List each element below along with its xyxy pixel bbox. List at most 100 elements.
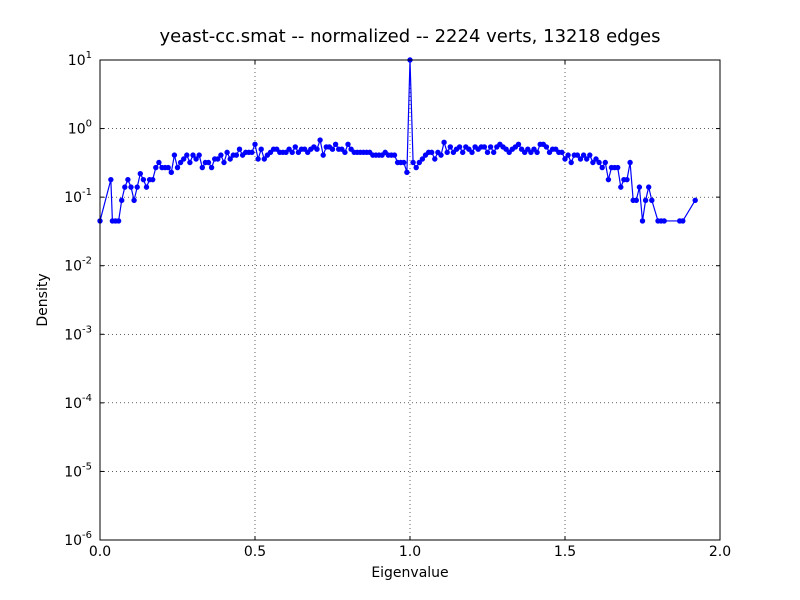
- data-point: [469, 149, 475, 156]
- data-point: [692, 197, 698, 203]
- data-point: [450, 149, 457, 156]
- data-point: [596, 159, 602, 166]
- data-point: [568, 159, 574, 166]
- data-point: [599, 164, 605, 171]
- data-point: [208, 164, 215, 171]
- data-point: [534, 149, 540, 156]
- data-point: [553, 146, 559, 152]
- data-point: [345, 141, 351, 147]
- data-point: [193, 156, 199, 162]
- data-point: [174, 164, 181, 171]
- data-point: [460, 149, 466, 156]
- data-point: [466, 146, 472, 152]
- data-point: [115, 218, 122, 224]
- data-point: [531, 146, 537, 152]
- data-point: [518, 146, 525, 152]
- y-tick-exponent: 0: [86, 119, 92, 130]
- data-point: [143, 184, 150, 190]
- x-tick-label: 0.0: [89, 544, 111, 560]
- data-point: [301, 146, 308, 152]
- data-point: [227, 156, 233, 162]
- y-tick-label: 10-3: [64, 324, 92, 343]
- data-point: [199, 164, 206, 171]
- data-point: [562, 156, 568, 162]
- data-point: [391, 152, 398, 158]
- data-point: [584, 156, 590, 162]
- y-tick-exponent: -1: [82, 187, 92, 198]
- data-point: [286, 146, 292, 152]
- data-point: [283, 149, 289, 156]
- data-point: [267, 149, 274, 156]
- data-point: [187, 159, 193, 166]
- data-point: [342, 149, 348, 156]
- data-point: [258, 146, 264, 152]
- data-point: [329, 146, 336, 152]
- data-point: [108, 176, 114, 183]
- data-point: [295, 149, 302, 156]
- y-tick-base: 10: [68, 53, 86, 69]
- data-point: [559, 149, 565, 156]
- x-axis-label: Eigenvalue: [371, 565, 448, 581]
- x-tick-label: 0.5: [244, 544, 266, 560]
- x-tick-label: 1.5: [554, 544, 576, 560]
- data-point: [255, 156, 261, 162]
- data-point: [401, 159, 407, 166]
- chart-title: yeast-cc.smat -- normalized -- 2224 vert…: [160, 26, 661, 47]
- data-point: [602, 159, 608, 166]
- data-point: [649, 197, 655, 203]
- data-point: [593, 156, 599, 162]
- data-point: [633, 197, 639, 203]
- y-tick-label: 101: [68, 50, 92, 69]
- data-point: [140, 176, 147, 183]
- data-point: [171, 152, 178, 158]
- data-point: [528, 149, 534, 156]
- data-point: [546, 149, 553, 156]
- data-point: [484, 149, 491, 156]
- data-point: [289, 149, 295, 156]
- data-point: [491, 149, 497, 156]
- data-point: [181, 156, 187, 162]
- data-point: [156, 159, 162, 166]
- data-point: [125, 176, 131, 183]
- data-point: [168, 169, 175, 176]
- data-point: [441, 139, 447, 146]
- y-tick-exponent: -4: [82, 393, 92, 404]
- data-point: [522, 149, 528, 156]
- data-point: [218, 152, 224, 158]
- y-tick-label: 10-2: [64, 256, 92, 275]
- y-tick-label: 10-6: [64, 530, 92, 549]
- y-tick-exponent: -6: [82, 530, 92, 541]
- data-point: [236, 146, 243, 152]
- data-point: [481, 144, 488, 150]
- data-point: [320, 152, 326, 158]
- data-point: [580, 152, 587, 158]
- y-tick-exponent: -5: [82, 461, 92, 472]
- data-point: [249, 149, 255, 156]
- y-tick-base: 10: [64, 464, 82, 480]
- data-point: [153, 164, 159, 171]
- data-point: [215, 156, 221, 162]
- data-point: [447, 144, 453, 150]
- data-point: [128, 184, 134, 190]
- data-point: [438, 152, 444, 158]
- y-tick-label: 10-4: [64, 393, 92, 412]
- data-point: [525, 146, 531, 152]
- data-point: [292, 144, 298, 150]
- data-point: [487, 144, 494, 150]
- data-point: [574, 152, 581, 158]
- y-tick-base: 10: [64, 259, 82, 275]
- data-point: [416, 159, 422, 166]
- data-point: [680, 218, 686, 224]
- data-point: [332, 141, 339, 147]
- data-point: [274, 146, 280, 152]
- data-point: [444, 149, 450, 156]
- data-point: [590, 159, 596, 166]
- data-point: [615, 164, 621, 171]
- data-point: [503, 146, 509, 152]
- data-point: [184, 152, 190, 158]
- data-point: [618, 184, 624, 190]
- data-point: [205, 159, 212, 166]
- data-point: [137, 170, 144, 177]
